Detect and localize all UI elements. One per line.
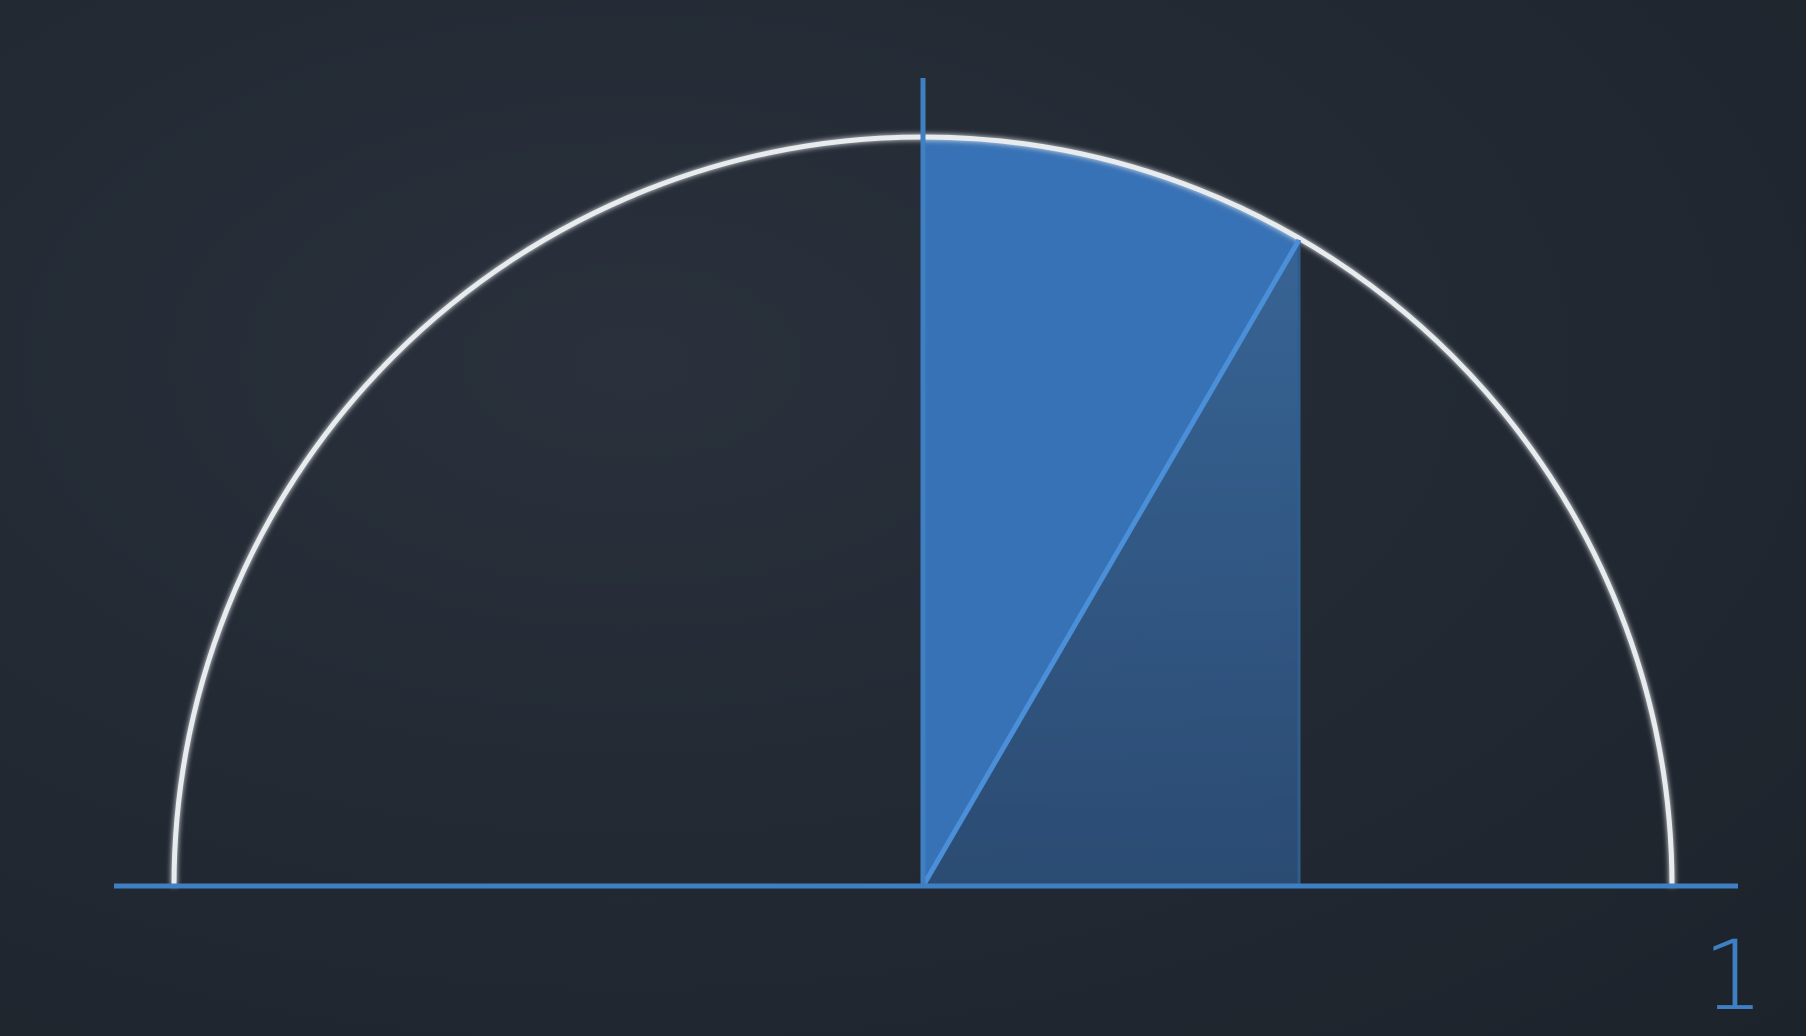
slanted-radius-line bbox=[920, 238, 1302, 888]
axis-unit-label: 1 bbox=[1702, 920, 1764, 1032]
sector-fill bbox=[923, 137, 1299, 886]
